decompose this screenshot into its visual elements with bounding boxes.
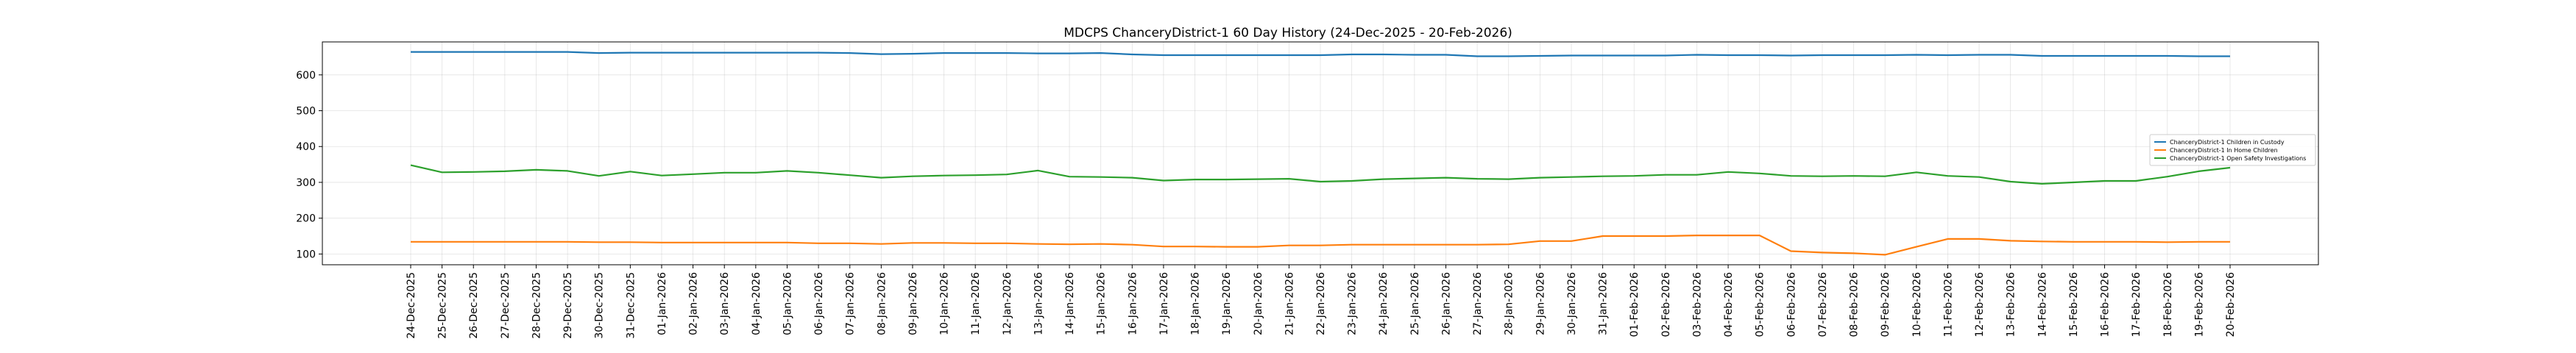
chart-title: MDCPS ChanceryDistrict-1 60 Day History … bbox=[1064, 26, 1512, 40]
x-tick-label: 24-Dec-2025 bbox=[406, 272, 417, 339]
x-tick-label: 09-Jan-2026 bbox=[907, 272, 919, 335]
legend-label-0: ChanceryDistrict-1 Children in Custody bbox=[2170, 139, 2285, 146]
x-tick-label: 01-Feb-2026 bbox=[1629, 272, 1641, 337]
x-tick-label: 22-Jan-2026 bbox=[1315, 272, 1327, 335]
x-tick-label: 23-Jan-2026 bbox=[1347, 272, 1359, 335]
y-tick-label: 100 bbox=[296, 249, 316, 260]
x-tick-label: 13-Feb-2026 bbox=[2006, 272, 2017, 337]
x-tick-label: 02-Feb-2026 bbox=[1660, 272, 1672, 337]
y-tick-label: 300 bbox=[296, 177, 316, 189]
y-tick-label: 600 bbox=[296, 70, 316, 82]
x-tick-label: 02-Jan-2026 bbox=[688, 272, 700, 335]
legend: ChanceryDistrict-1 Children in CustodyCh… bbox=[2149, 134, 2316, 166]
legend-label-2: ChanceryDistrict-1 Open Safety Investiga… bbox=[2170, 155, 2306, 162]
x-tick-label: 28-Jan-2026 bbox=[1504, 272, 1515, 335]
x-tick-label: 07-Feb-2026 bbox=[1817, 272, 1829, 337]
x-tick-label: 29-Jan-2026 bbox=[1535, 272, 1546, 335]
x-tick-label: 25-Jan-2026 bbox=[1409, 272, 1421, 335]
y-tick-label: 200 bbox=[296, 213, 316, 225]
x-tick-label: 16-Jan-2026 bbox=[1127, 272, 1139, 335]
x-tick-label: 05-Jan-2026 bbox=[782, 272, 793, 335]
x-tick-label: 14-Feb-2026 bbox=[2037, 272, 2048, 337]
x-tick-label: 12-Feb-2026 bbox=[1974, 272, 1986, 337]
x-tick-label: 31-Jan-2026 bbox=[1598, 272, 1610, 335]
series-lines bbox=[410, 51, 2231, 256]
x-tick-label: 11-Jan-2026 bbox=[970, 272, 982, 335]
legend-label-1: ChanceryDistrict-1 In Home Children bbox=[2170, 147, 2278, 154]
x-tick-label: 17-Feb-2026 bbox=[2131, 272, 2142, 337]
x-tick-label: 01-Jan-2026 bbox=[657, 272, 668, 335]
x-tick-label: 19-Jan-2026 bbox=[1221, 272, 1233, 335]
series-line-2 bbox=[410, 164, 2231, 185]
x-axis: 24-Dec-2025 25-Dec-2025 26-Dec-2025 27-Dec-… bbox=[406, 265, 2237, 339]
x-tick-label: 10-Jan-2026 bbox=[939, 272, 951, 335]
x-tick-label: 25-Dec-2025 bbox=[437, 272, 449, 339]
x-tick-label: 07-Jan-2026 bbox=[845, 272, 857, 335]
series-line-0 bbox=[411, 51, 2230, 57]
x-tick-label: 04-Feb-2026 bbox=[1723, 272, 1735, 337]
x-tick-label: 11-Feb-2026 bbox=[1942, 272, 1954, 337]
x-tick-label: 26-Jan-2026 bbox=[1440, 272, 1452, 335]
x-tick-label: 06-Jan-2026 bbox=[813, 272, 825, 335]
x-tick-label: 21-Jan-2026 bbox=[1284, 272, 1295, 335]
x-tick-label: 30-Jan-2026 bbox=[1566, 272, 1578, 335]
x-tick-label: 08-Feb-2026 bbox=[1849, 272, 1861, 337]
x-tick-label: 24-Jan-2026 bbox=[1378, 272, 1390, 335]
x-tick-label: 12-Jan-2026 bbox=[1002, 272, 1013, 335]
x-tick-label: 31-Dec-2025 bbox=[625, 272, 637, 339]
x-tick-label: 16-Feb-2026 bbox=[2100, 272, 2112, 337]
x-tick-label: 03-Feb-2026 bbox=[1691, 272, 1703, 337]
series-line-1 bbox=[411, 235, 2230, 256]
x-tick-label: 09-Feb-2026 bbox=[1880, 272, 1892, 337]
x-tick-label: 19-Feb-2026 bbox=[2193, 272, 2205, 337]
x-tick-label: 14-Jan-2026 bbox=[1064, 272, 1076, 335]
y-tick-label: 500 bbox=[296, 106, 316, 118]
y-axis: 100 200 300 400 500 600 bbox=[296, 70, 322, 260]
x-tick-label: 06-Feb-2026 bbox=[1786, 272, 1797, 337]
x-tick-label: 13-Jan-2026 bbox=[1033, 272, 1044, 335]
y-tick-label: 400 bbox=[296, 141, 316, 153]
x-tick-label: 10-Feb-2026 bbox=[1911, 272, 1923, 337]
x-tick-label: 18-Jan-2026 bbox=[1190, 272, 1202, 335]
x-tick-label: 08-Jan-2026 bbox=[876, 272, 888, 335]
x-tick-label: 29-Dec-2025 bbox=[562, 272, 574, 339]
x-tick-label: 28-Dec-2025 bbox=[531, 272, 542, 339]
x-tick-label: 04-Jan-2026 bbox=[751, 272, 762, 335]
x-tick-label: 15-Jan-2026 bbox=[1096, 272, 1108, 335]
legend-box bbox=[2149, 134, 2316, 166]
x-tick-label: 03-Jan-2026 bbox=[719, 272, 731, 335]
x-tick-label: 27-Dec-2025 bbox=[500, 272, 512, 339]
x-tick-label: 30-Dec-2025 bbox=[594, 272, 606, 339]
x-tick-label: 18-Feb-2026 bbox=[2162, 272, 2174, 337]
x-tick-label: 05-Feb-2026 bbox=[1755, 272, 1766, 337]
x-tick-label: 20-Feb-2026 bbox=[2225, 272, 2237, 337]
x-tick-label: 27-Jan-2026 bbox=[1472, 272, 1484, 335]
x-tick-label: 20-Jan-2026 bbox=[1253, 272, 1264, 335]
x-tick-label: 26-Dec-2025 bbox=[468, 272, 480, 339]
x-tick-label: 15-Feb-2026 bbox=[2068, 272, 2080, 337]
x-tick-label: 17-Jan-2026 bbox=[1158, 272, 1170, 335]
